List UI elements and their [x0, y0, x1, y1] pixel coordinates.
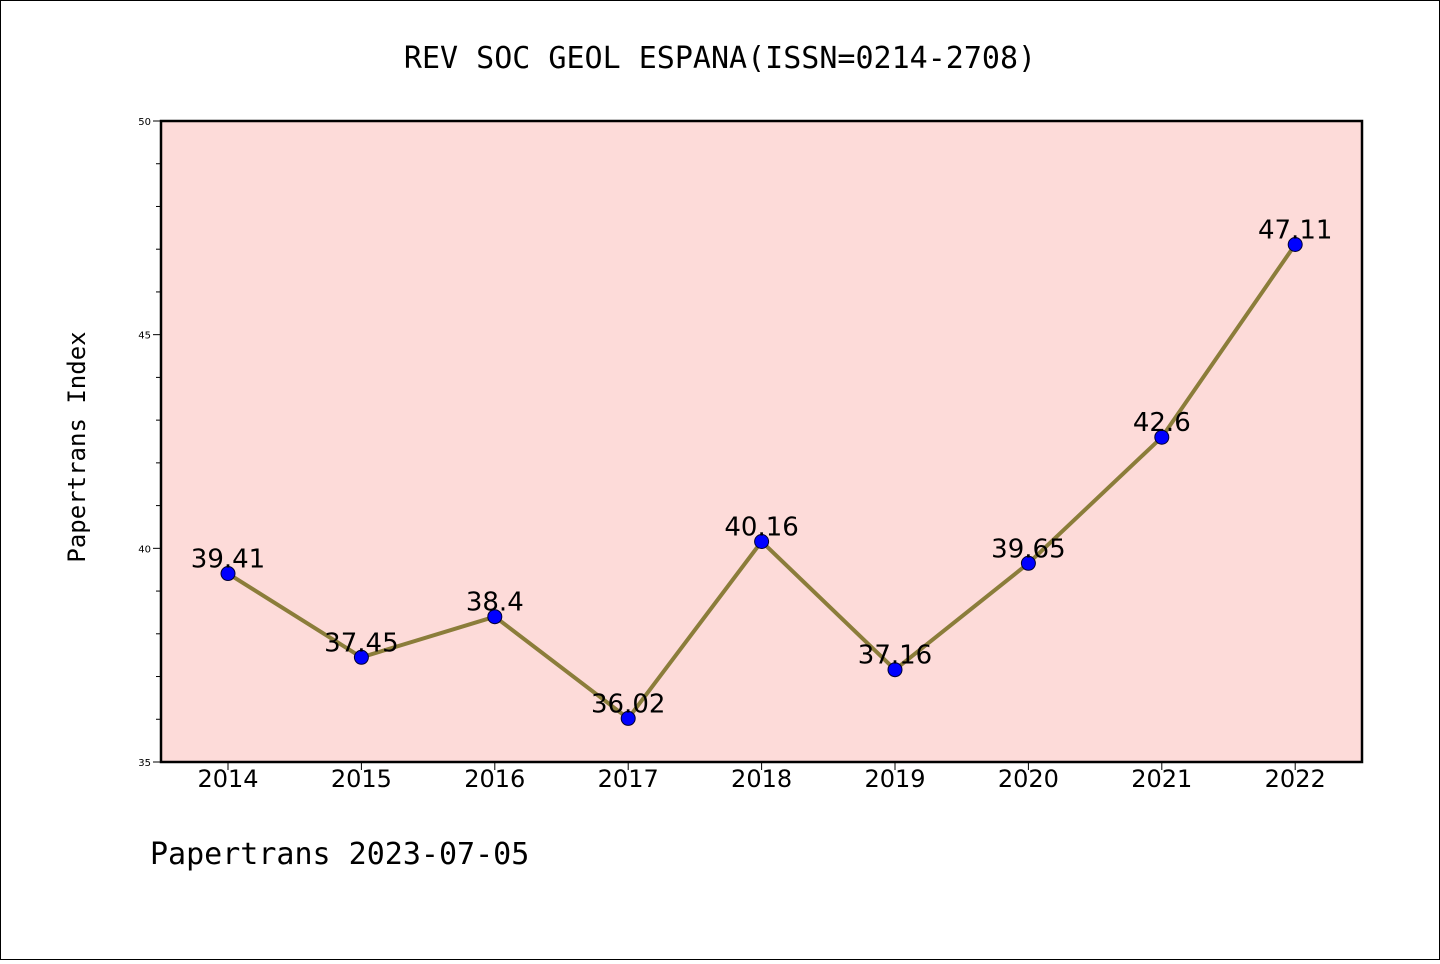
x-tick-label: 2019 — [864, 765, 925, 793]
data-point — [1020, 555, 1036, 571]
x-tick-label: 2021 — [1131, 765, 1192, 793]
y-tick-label: 35 — [138, 758, 151, 769]
y-axis-label: Papertrans Index — [63, 331, 91, 562]
data-point — [620, 710, 636, 726]
x-tick-label: 2015 — [331, 765, 392, 793]
data-labels: 39.41 37.45 38.4 36.02 40.16 37.16 39.65 42.6 47… — [191, 215, 1333, 719]
data-label: 36.02 — [591, 689, 665, 719]
chart-title: REV SOC GEOL ESPANA(ISSN=0214-2708) — [404, 41, 1036, 76]
x-tick-label: 2020 — [998, 765, 1059, 793]
plot-area — [159, 119, 1364, 764]
data-label: 37.16 — [858, 641, 932, 671]
data-label: 42.6 — [1133, 408, 1191, 438]
data-label: 40.16 — [724, 512, 798, 542]
y-tick-label: 40 — [138, 544, 151, 555]
data-point — [754, 533, 770, 549]
x-tick-label: 2018 — [731, 765, 792, 793]
data-label: 47.11 — [1258, 215, 1332, 245]
x-tick-label: 2014 — [197, 765, 258, 793]
data-label: 39.65 — [991, 534, 1065, 564]
data-label: 38.4 — [466, 588, 524, 618]
y-axis-ticks: 35 40 45 50 — [138, 117, 161, 769]
x-tick-label: 2017 — [598, 765, 659, 793]
footer-text: Papertrans 2023-07-05 — [150, 837, 529, 872]
data-point — [1287, 236, 1303, 252]
data-point — [1154, 429, 1170, 445]
data-label: 37.45 — [324, 628, 398, 658]
y-tick-label: 50 — [138, 117, 151, 128]
x-axis-ticks: 2014 2015 2016 2017 2018 2019 2020 2021 2022 — [197, 762, 1326, 793]
data-point — [353, 649, 369, 665]
y-tick-label: 45 — [138, 331, 151, 342]
data-point — [220, 566, 236, 582]
data-point — [887, 662, 903, 678]
data-label: 39.41 — [191, 545, 265, 575]
data-points — [220, 236, 1303, 726]
data-point — [487, 609, 503, 625]
x-tick-label: 2016 — [464, 765, 525, 793]
x-tick-label: 2022 — [1265, 765, 1326, 793]
